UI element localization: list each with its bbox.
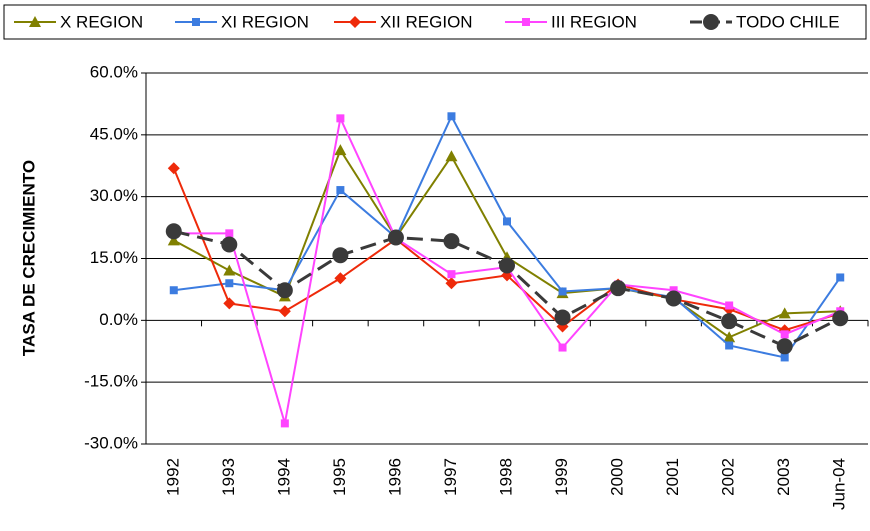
legend-label: X REGION <box>60 12 143 31</box>
x-tick-label: 1997 <box>441 458 460 496</box>
marker <box>836 273 845 282</box>
legend-box <box>3 4 867 40</box>
x-tick-label: 1992 <box>163 458 182 496</box>
marker <box>445 277 458 290</box>
marker <box>503 217 511 226</box>
series <box>169 112 845 362</box>
y-tick-label: 0.0% <box>99 310 138 329</box>
marker <box>332 247 349 264</box>
marker <box>280 419 289 428</box>
x-tick-label: 2000 <box>608 458 627 496</box>
marker <box>558 287 567 296</box>
marker <box>387 229 404 246</box>
marker <box>447 112 456 121</box>
marker <box>447 270 456 279</box>
marker <box>832 310 849 327</box>
marker <box>703 14 719 30</box>
marker <box>776 338 793 355</box>
marker <box>221 236 238 253</box>
series-line <box>173 114 842 359</box>
marker <box>725 301 734 310</box>
marker <box>499 257 515 274</box>
series <box>165 223 849 355</box>
marker <box>721 313 738 330</box>
x-tick-label: 1999 <box>552 458 571 496</box>
marker <box>349 16 361 28</box>
marker <box>522 18 530 26</box>
marker <box>336 186 345 195</box>
y-tick-label: 45.0% <box>90 124 138 143</box>
series <box>167 162 847 337</box>
marker <box>780 353 789 362</box>
marker <box>223 264 236 276</box>
marker <box>169 286 178 295</box>
marker <box>336 114 345 123</box>
marker <box>192 18 200 26</box>
legend-label: XI REGION <box>221 12 309 31</box>
marker <box>276 282 293 299</box>
marker <box>558 343 567 352</box>
x-tick-label: 1998 <box>496 458 515 496</box>
marker <box>225 229 234 238</box>
x-tick-label: 1996 <box>385 458 404 496</box>
series-line <box>172 167 841 332</box>
marker <box>165 223 182 240</box>
marker <box>29 16 41 27</box>
marker <box>223 297 236 310</box>
marker <box>443 233 460 250</box>
y-tick-label: 15.0% <box>90 248 138 267</box>
y-tick-label: -30.0% <box>84 433 138 452</box>
x-tick-label: 1994 <box>274 458 293 496</box>
marker <box>334 272 347 285</box>
marker <box>225 279 234 288</box>
y-tick-label: -15.0% <box>84 372 138 391</box>
x-tick-label: 1995 <box>330 458 349 496</box>
marker <box>778 307 791 319</box>
marker <box>669 286 678 295</box>
y-axis-label: TASA DE CRECIMIENTO <box>19 160 38 356</box>
marker <box>167 162 180 175</box>
y-tick-label: 60.0% <box>90 62 138 81</box>
legend-label: III REGION <box>551 12 637 31</box>
marker <box>278 305 291 318</box>
marker <box>665 290 682 307</box>
legend-label: TODO CHILE <box>736 12 840 31</box>
marker <box>780 330 789 339</box>
marker <box>445 150 458 162</box>
x-tick-label: Jun-04 <box>830 458 849 510</box>
x-tick-label: 1993 <box>219 458 238 496</box>
x-tick-label: 2003 <box>774 458 793 496</box>
marker <box>334 144 347 156</box>
x-tick-label: 2001 <box>663 458 682 496</box>
marker <box>167 234 180 246</box>
marker <box>610 280 627 297</box>
marker <box>723 331 736 343</box>
marker <box>725 341 734 350</box>
x-tick-label: 2002 <box>719 458 738 496</box>
legend-label: XII REGION <box>380 12 473 31</box>
marker <box>554 309 571 326</box>
y-tick-label: 30.0% <box>90 186 138 205</box>
